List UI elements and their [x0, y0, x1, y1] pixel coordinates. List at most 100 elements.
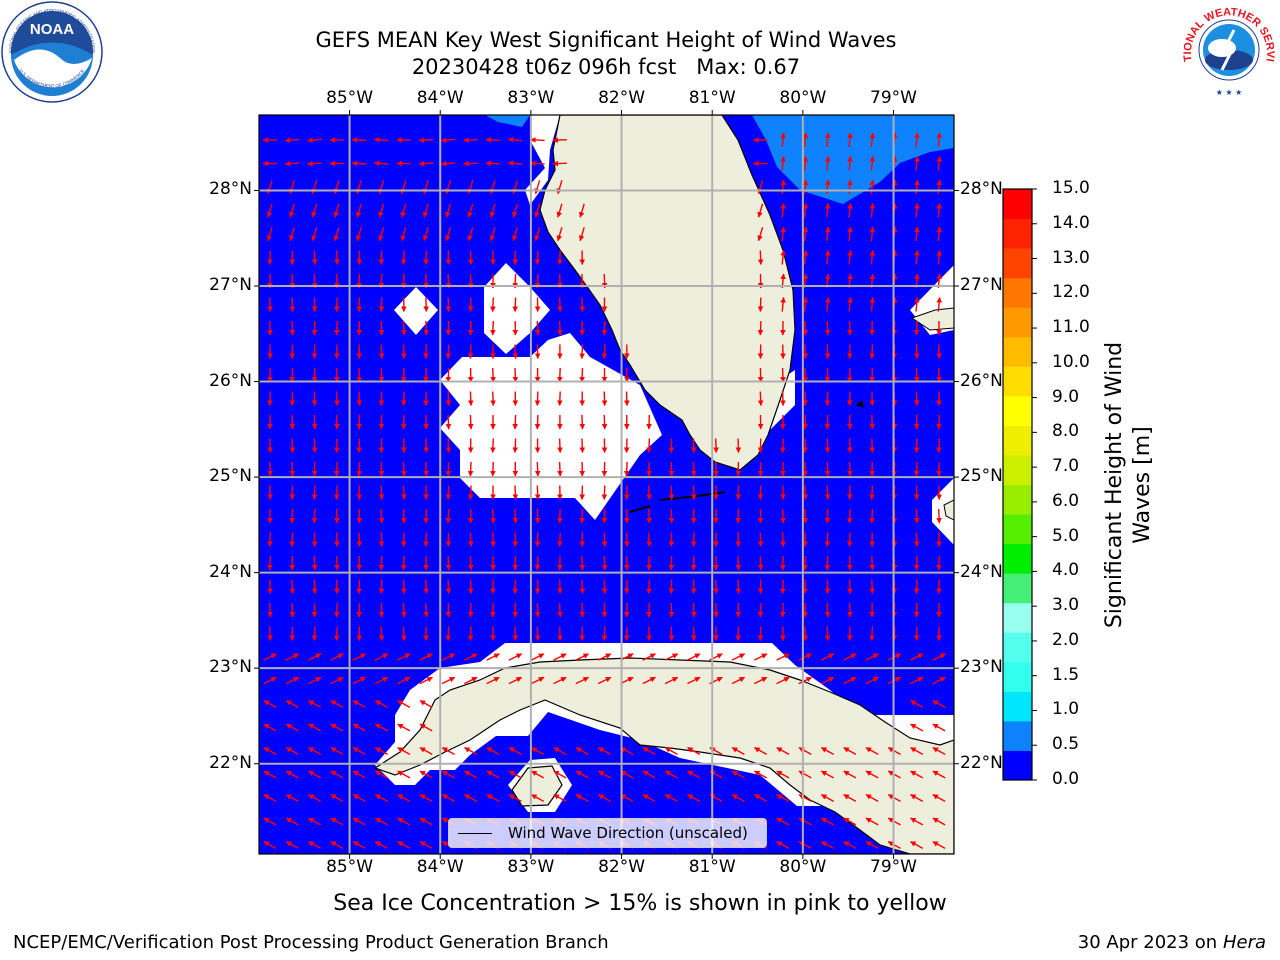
- wave-direction-arrow: [687, 746, 701, 756]
- wave-direction-arrow: [423, 532, 429, 548]
- wave-direction-arrow: [869, 579, 875, 595]
- wave-direction-arrow: [507, 160, 523, 167]
- wave-direction-arrow: [847, 179, 853, 195]
- wave-direction-arrow: [557, 391, 563, 407]
- wave-direction-arrow: [490, 367, 496, 383]
- wave-direction-arrow: [910, 770, 924, 779]
- wave-direction-arrow: [757, 227, 764, 242]
- wave-direction-arrow: [352, 793, 366, 803]
- lon-tick-label-top: 79°W: [870, 88, 917, 108]
- wave-direction-arrow: [798, 746, 812, 756]
- wave-direction-arrow: [401, 485, 407, 501]
- wave-direction-arrow: [397, 653, 411, 661]
- colorbar-segment: [1003, 661, 1032, 692]
- wave-direction-arrow: [824, 391, 831, 407]
- lat-tick-label-left: 27°N: [209, 275, 252, 296]
- wave-direction-arrow: [489, 227, 496, 242]
- wave-direction-arrow: [266, 203, 273, 218]
- wave-direction-arrow: [419, 676, 433, 685]
- lon-tick-label-bottom: 83°W: [507, 857, 555, 877]
- wave-direction-arrow: [445, 485, 452, 501]
- wave-direction-arrow: [285, 770, 299, 779]
- colorbar: [1002, 188, 1037, 781]
- wave-direction-arrow: [445, 227, 452, 242]
- wave-direction-arrow: [285, 746, 299, 756]
- wave-direction-arrow: [914, 179, 920, 195]
- colorbar-label-line2: Waves [m]: [1130, 426, 1155, 544]
- wave-direction-arrow: [308, 817, 322, 826]
- colorbar-tick-label: 8.0: [1052, 421, 1080, 442]
- wave-direction-arrow: [311, 626, 318, 642]
- wave-direction-arrow: [642, 770, 656, 779]
- colorbar-tick-label: 5.0: [1052, 525, 1080, 546]
- wave-direction-arrow: [330, 676, 344, 685]
- wave-direction-arrow: [267, 250, 273, 266]
- wave-direction-arrow: [713, 438, 719, 454]
- wave-direction-arrow: [289, 438, 296, 454]
- no-data-area: [394, 287, 438, 335]
- colorbar-segment: [1003, 720, 1032, 751]
- wave-direction-arrow: [620, 653, 634, 661]
- wave-direction-arrow: [334, 485, 340, 501]
- colorbar-segment: [1003, 218, 1032, 249]
- wave-direction-arrow: [490, 532, 496, 548]
- wave-direction-arrow: [441, 793, 455, 803]
- wave-direction-arrow: [780, 508, 786, 524]
- wave-direction-arrow: [467, 485, 474, 501]
- wave-direction-arrow: [553, 676, 567, 685]
- wave-direction-arrow: [267, 320, 273, 336]
- wave-direction-arrow: [508, 793, 522, 803]
- wave-direction-arrow: [910, 840, 924, 850]
- wave-direction-arrow: [668, 485, 675, 501]
- wave-direction-arrow: [932, 793, 946, 803]
- wave-direction-arrow: [356, 297, 362, 313]
- lon-tick-label-top: 84°W: [416, 88, 464, 108]
- lat-tick-label-left: 26°N: [209, 370, 252, 391]
- wave-direction-arrow: [445, 508, 452, 524]
- wave-direction-arrow: [490, 320, 496, 336]
- wave-direction-arrow: [534, 203, 541, 218]
- wave-direction-arrow: [374, 746, 388, 756]
- wave-direction-arrow: [285, 699, 299, 709]
- plot-title-line2: 20230428 t06z 096h fcst Max: 0.67: [411, 55, 801, 79]
- wave-direction-arrow: [914, 249, 920, 265]
- wave-direction-arrow: [512, 414, 519, 430]
- wave-direction-arrow: [597, 793, 611, 803]
- colorbar-segment: [1003, 691, 1032, 722]
- wave-direction-arrow: [557, 461, 563, 477]
- wave-direction-arrow: [624, 532, 630, 548]
- wave-direction-arrow: [352, 746, 366, 756]
- colorbar-segment: [1003, 395, 1032, 426]
- lon-tick-label-bottom: 80°W: [779, 857, 827, 877]
- wave-direction-arrow: [467, 555, 474, 571]
- lon-tick-label-bottom: 81°W: [688, 857, 736, 877]
- wave-direction-arrow: [467, 320, 474, 336]
- wave-direction-arrow: [401, 461, 407, 477]
- wave-direction-arrow: [847, 602, 853, 618]
- wave-direction-arrow: [869, 202, 876, 218]
- wave-direction-arrow: [530, 160, 545, 167]
- wave-direction-arrow: [913, 579, 920, 595]
- wave-direction-arrow: [601, 555, 608, 571]
- wave-direction-arrow: [802, 155, 809, 171]
- wave-direction-arrow: [601, 485, 608, 501]
- wave-direction-arrow: [865, 653, 879, 661]
- wave-direction-arrow: [865, 840, 879, 850]
- wave-direction-arrow: [575, 793, 589, 803]
- wave-direction-arrow: [441, 770, 455, 779]
- wave-direction-arrow: [646, 579, 652, 595]
- colorbar-segment: [1003, 189, 1032, 220]
- wave-direction-arrow: [910, 723, 924, 732]
- wave-direction-arrow: [330, 793, 344, 803]
- wave-direction-arrow: [352, 653, 367, 661]
- wave-direction-arrow: [397, 676, 411, 685]
- wave-direction-arrow: [512, 297, 519, 313]
- wave-direction-arrow: [735, 485, 742, 501]
- wave-direction-arrow: [330, 653, 344, 661]
- wave-direction-arrow: [467, 344, 474, 360]
- wave-direction-arrow: [932, 840, 946, 850]
- wave-direction-arrow: [356, 579, 362, 595]
- wave-direction-arrow: [512, 227, 518, 242]
- wave-direction-arrow: [263, 699, 277, 709]
- wave-direction-arrow: [843, 840, 857, 850]
